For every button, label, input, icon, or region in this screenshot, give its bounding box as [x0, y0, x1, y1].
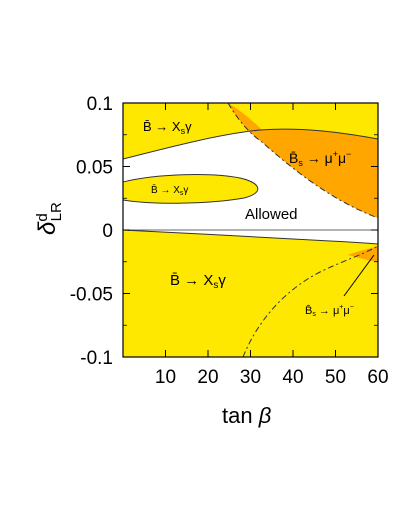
boundary-bsmumu-bottom [242, 245, 378, 357]
boundary-bsmumu-top [227, 103, 378, 219]
label-allowed: Allowed [245, 206, 298, 223]
annotation-arrow [343, 254, 375, 297]
label-bsmumu-bottom: B̄s → μ+μ− [305, 304, 354, 318]
label-bsgamma-bottom: B̄ → Xsγ [170, 272, 226, 291]
label-bsgamma-top: B̄ → Xsγ [143, 119, 192, 136]
y-axis-title: δdLR [34, 202, 65, 235]
boundary-bsgamma-bottom [123, 229, 378, 245]
x-tick-label: 60 [367, 367, 388, 388]
region-bsgamma-lobe [123, 174, 258, 204]
x-axis-title: tan β [222, 403, 272, 428]
x-tick-label: 40 [282, 367, 303, 388]
x-axis-ticks [165, 103, 379, 357]
region-bsgamma-bottom [123, 230, 378, 357]
y-tick-label: 0 [102, 221, 113, 242]
y-axis-tick-labels: 0.1 0.05 0 -0.05 -0.1 [70, 94, 113, 369]
x-axis-tick-labels: 10 20 30 40 50 60 [155, 367, 389, 388]
y-tick-label: 0.1 [87, 94, 113, 115]
region-bsmumu-top [228, 103, 378, 218]
label-bsmumu-top: B̄s → μ+μ− [289, 149, 351, 168]
boundary-bsgamma-lobe [123, 174, 259, 204]
label-bsgamma-lobe: B̄ → Xsγ [151, 183, 188, 197]
x-tick-label: 10 [155, 367, 176, 388]
x-tick-label: 30 [240, 367, 261, 388]
x-tick-label: 20 [197, 367, 218, 388]
x-tick-label: 50 [325, 367, 346, 388]
y-tick-label: -0.1 [80, 348, 113, 369]
y-tick-label: 0.05 [76, 158, 113, 179]
boundary-bsgamma-top [123, 128, 378, 160]
y-tick-label: -0.05 [70, 285, 113, 306]
y-axis-ticks [123, 102, 378, 358]
plot-regions [123, 103, 378, 357]
